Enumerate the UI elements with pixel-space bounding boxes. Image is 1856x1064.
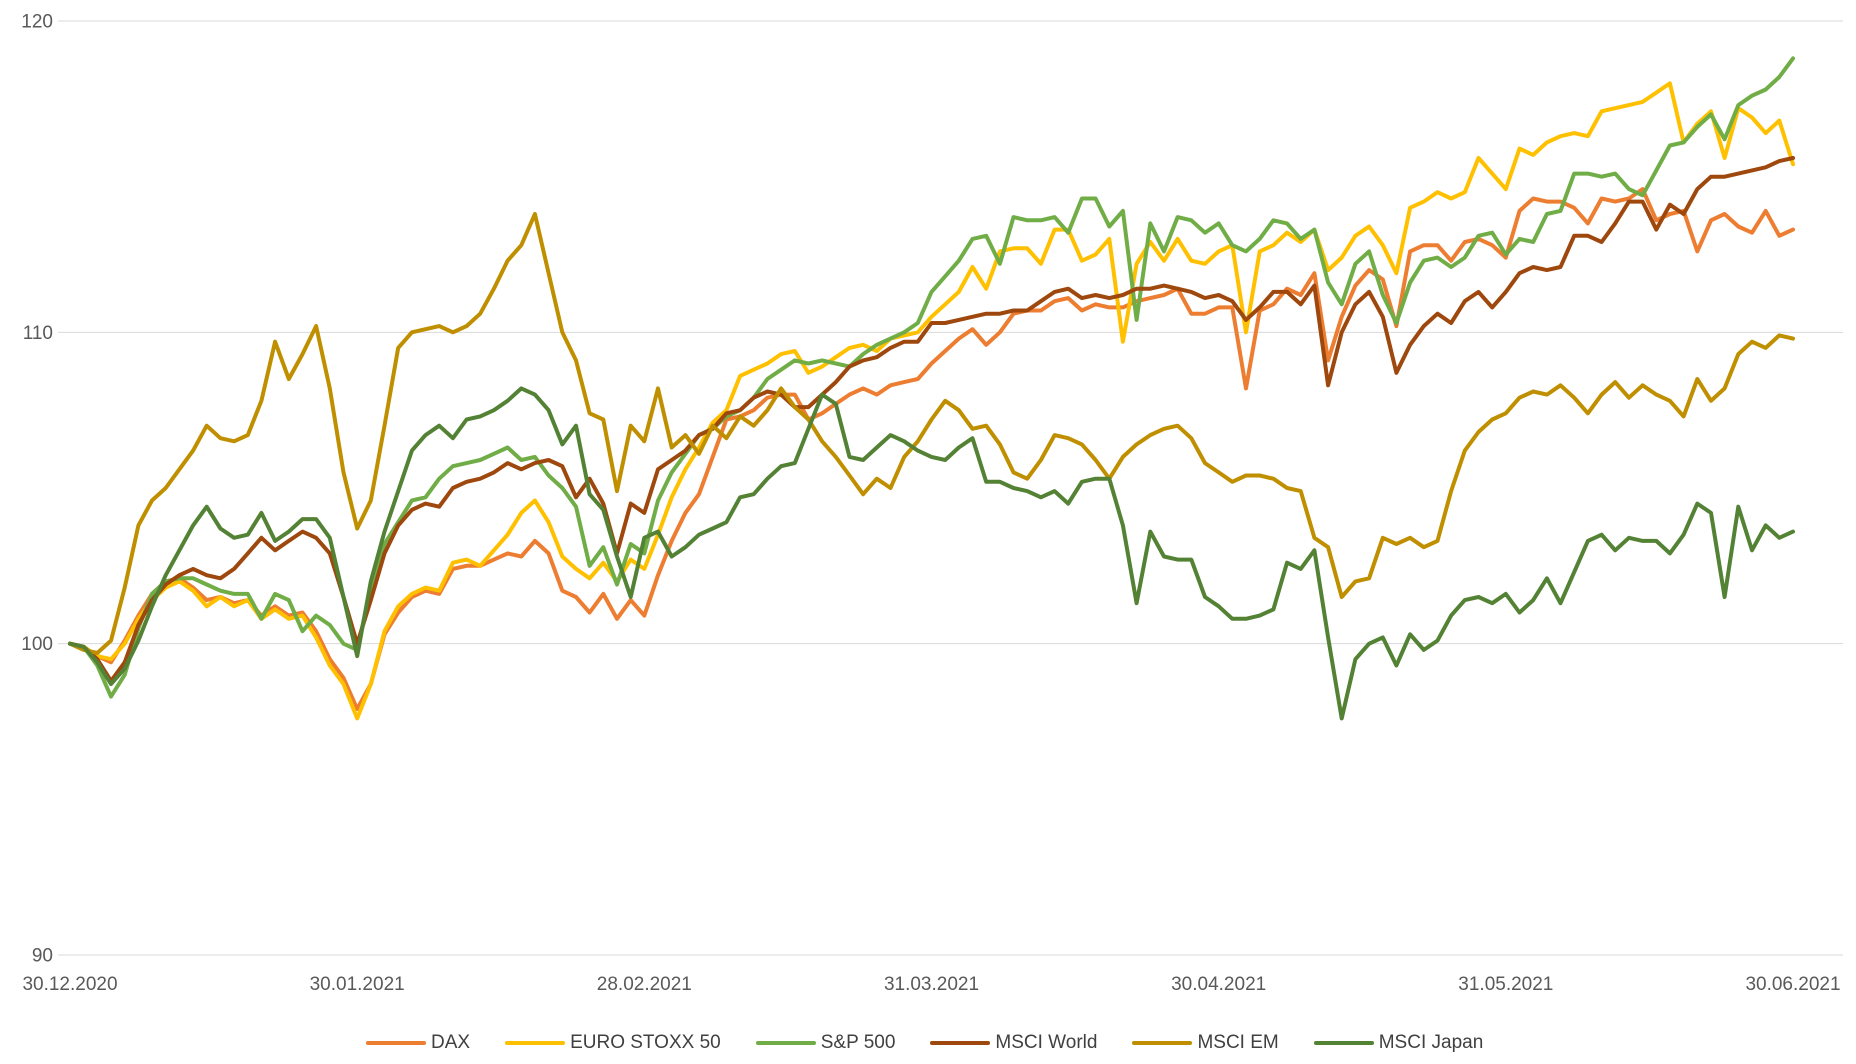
legend-swatch-s-p-500 bbox=[755, 1040, 816, 1046]
legend-label: S&P 500 bbox=[820, 1032, 896, 1053]
series-line-dax bbox=[68, 187, 1795, 711]
legend-swatch-dax bbox=[366, 1040, 426, 1046]
chart-legend: DAX EURO STOXX 50 S&P 500 MSCI World MSCI EM… bbox=[366, 1030, 1483, 1056]
x-tick-label: 30.01.2021 bbox=[310, 974, 405, 995]
legend-swatch-euro-stoxx-50 bbox=[505, 1040, 566, 1046]
legend-label: MSCI EM bbox=[1197, 1032, 1279, 1053]
x-tick-label: 30.12.2020 bbox=[22, 974, 117, 995]
legend-item-dax: DAX bbox=[366, 1030, 470, 1056]
series-line-msci-em bbox=[68, 212, 1795, 655]
legend-label: MSCI World bbox=[995, 1032, 1098, 1053]
legend-label: DAX bbox=[431, 1032, 471, 1053]
legend-label: EURO STOXX 50 bbox=[570, 1032, 721, 1053]
series-line-euro-stoxx-50 bbox=[68, 81, 1795, 721]
legend-swatch-msci-em bbox=[1132, 1040, 1193, 1046]
legend-item-s-p-500: S&P 500 bbox=[755, 1030, 896, 1056]
y-tick-label: 110 bbox=[23, 323, 53, 344]
x-tick-label: 28.02.2021 bbox=[597, 974, 692, 995]
x-tick-label: 31.03.2021 bbox=[884, 974, 979, 995]
series-line-msci-world bbox=[68, 156, 1795, 683]
series-line-msci-japan bbox=[68, 386, 1795, 721]
legend-item-msci-world: MSCI World bbox=[930, 1030, 1097, 1056]
legend-item-euro-stoxx-50: EURO STOXX 50 bbox=[505, 1030, 721, 1056]
y-tick-label: 100 bbox=[21, 634, 53, 655]
x-tick-label: 30.04.2021 bbox=[1171, 974, 1266, 995]
y-tick-label: 90 bbox=[32, 946, 53, 967]
legend-item-msci-em: MSCI EM bbox=[1132, 1030, 1279, 1056]
legend-item-msci-japan: MSCI Japan bbox=[1313, 1030, 1484, 1056]
legend-swatch-msci-japan bbox=[1313, 1040, 1374, 1046]
legend-swatch-msci-world bbox=[930, 1040, 991, 1046]
y-tick-label: 120 bbox=[21, 12, 53, 33]
legend-label: MSCI Japan bbox=[1378, 1032, 1484, 1053]
x-tick-label: 30.06.2021 bbox=[1745, 974, 1840, 995]
x-tick-label: 31.05.2021 bbox=[1458, 974, 1553, 995]
